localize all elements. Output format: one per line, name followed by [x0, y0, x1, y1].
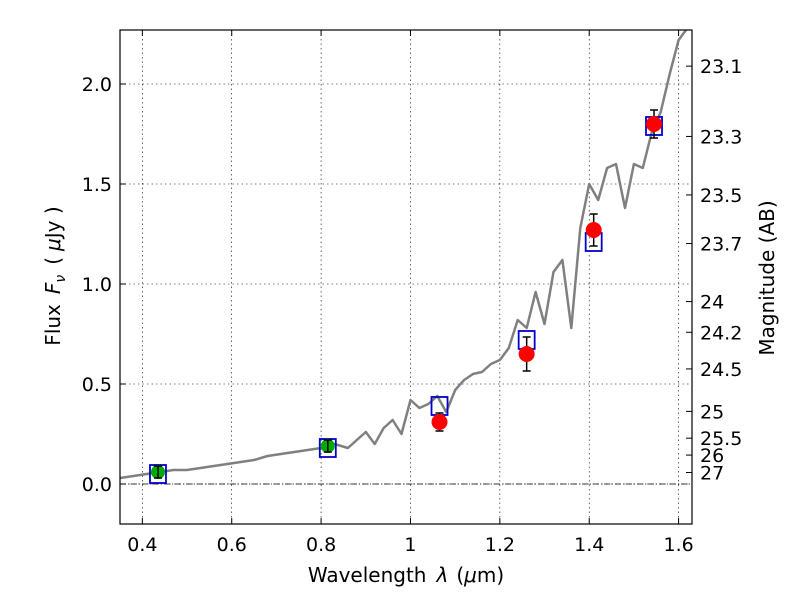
- x-axis-label: Wavelength λ (μm): [308, 563, 504, 587]
- x-tick-label: 1: [404, 534, 416, 556]
- plot-frame: [119, 29, 693, 525]
- model-spectrum-line: [120, 30, 688, 480]
- y-tick-label: 2.0: [82, 74, 112, 96]
- y-tick-label: 0.0: [82, 474, 112, 496]
- y2-tick-label: 27: [700, 462, 724, 484]
- y-axis-label: FluxFν(μJy ): [41, 206, 69, 345]
- x-tick-label: 1.6: [663, 534, 693, 556]
- grid: [120, 30, 692, 524]
- y2-tick-label: 24.5: [700, 359, 742, 381]
- x-tick-label: 0.6: [217, 534, 247, 556]
- detection-point: [646, 116, 663, 132]
- y2-tick-label: 24: [700, 292, 724, 314]
- axis-ticks: 0.4 0.6 0.8 1 1.2 1.4 1.6 0.0 0.5 1.0 1.5 2.0 23.1 23…: [82, 30, 742, 556]
- y-tick-label: 1.5: [82, 174, 112, 196]
- y-tick-label: 0.5: [82, 374, 112, 396]
- detection-point: [518, 346, 535, 362]
- detection-point: [431, 414, 448, 430]
- y-tick-label: 1.0: [82, 274, 112, 296]
- y2-tick-label: 26: [700, 445, 724, 467]
- y2-tick-label: 24.2: [700, 322, 742, 344]
- y2-tick-label: 25.5: [700, 428, 742, 450]
- y2-tick-label: 23.1: [700, 56, 742, 78]
- y2-axis-label: Magnitude (AB): [755, 200, 779, 355]
- y2-tick-label: 25: [700, 401, 724, 423]
- x-tick-label: 1.2: [485, 534, 515, 556]
- plot-content: [120, 30, 688, 484]
- y2-tick-label: 23.5: [700, 185, 742, 207]
- plot-area: [120, 30, 688, 484]
- y2-tick-label: 23.7: [700, 234, 742, 256]
- x-tick-label: 1.4: [574, 534, 604, 556]
- x-tick-label: 0.8: [306, 534, 336, 556]
- detection-point: [585, 222, 602, 238]
- y2-tick-label: 23.3: [700, 126, 742, 148]
- x-tick-label: 0.4: [127, 534, 157, 556]
